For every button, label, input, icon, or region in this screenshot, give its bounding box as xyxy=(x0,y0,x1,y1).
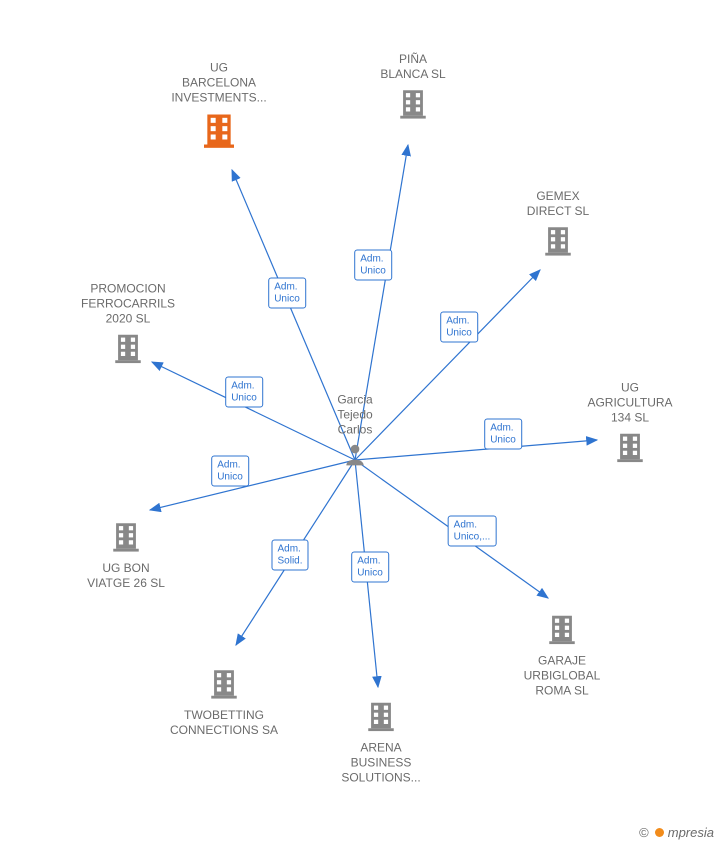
building-icon xyxy=(364,699,398,733)
edge-label: Adm. Solid. xyxy=(271,540,308,571)
company-node: GARAJE URBIGLOBAL ROMA SL xyxy=(502,612,622,699)
edge-label: Adm. Unico xyxy=(440,312,478,343)
edge-label: Adm. Unico xyxy=(354,250,392,281)
footer-credit: © mpresia xyxy=(639,825,714,840)
company-node-label: TWOBETTING CONNECTIONS SA xyxy=(170,708,278,738)
company-node: GEMEX DIRECT SL xyxy=(498,189,618,261)
building-icon xyxy=(111,331,145,365)
building-icon xyxy=(613,430,647,464)
edge-label: Adm. Unico,... xyxy=(448,516,497,547)
brand-name: mpresia xyxy=(668,825,714,840)
company-node: ARENA BUSINESS SOLUTIONS... xyxy=(321,699,441,786)
center-person-node: Garcia Tejedo Carlos xyxy=(310,393,400,472)
company-node: UG BARCELONA INVESTMENTS... xyxy=(159,61,279,154)
company-node-label: UG BON VIATGE 26 SL xyxy=(87,561,165,591)
building-icon xyxy=(545,612,579,646)
company-node: UG BON VIATGE 26 SL xyxy=(66,519,186,591)
building-icon xyxy=(199,110,239,150)
building-icon xyxy=(396,86,430,120)
edge-label: Adm. Unico xyxy=(268,278,306,309)
company-node-label: UG AGRICULTURA 134 SL xyxy=(587,381,672,426)
person-icon xyxy=(342,442,368,468)
company-node-label: UG BARCELONA INVESTMENTS... xyxy=(171,61,266,106)
edge-label: Adm. Unico xyxy=(351,552,389,583)
brand-dot-icon xyxy=(655,828,664,837)
copyright-symbol: © xyxy=(639,825,649,840)
company-node-label: ARENA BUSINESS SOLUTIONS... xyxy=(341,741,420,786)
company-node-label: PROMOCION FERROCARRILS 2020 SL xyxy=(81,282,175,327)
building-icon xyxy=(207,666,241,700)
company-node: PROMOCION FERROCARRILS 2020 SL xyxy=(68,282,188,369)
building-icon xyxy=(541,223,575,257)
company-node-label: GARAJE URBIGLOBAL ROMA SL xyxy=(524,654,601,699)
company-node: UG AGRICULTURA 134 SL xyxy=(570,381,690,468)
company-node-label: GEMEX DIRECT SL xyxy=(527,189,589,219)
edge-label: Adm. Unico xyxy=(484,419,522,450)
edge-label: Adm. Unico xyxy=(225,377,263,408)
center-node-label: Garcia Tejedo Carlos xyxy=(337,393,372,438)
network-diagram: Garcia Tejedo Carlos UG BARCELONA INVEST… xyxy=(0,0,728,850)
edge-label: Adm. Unico xyxy=(211,456,249,487)
company-node-label: PIÑA BLANCA SL xyxy=(380,52,445,82)
company-node: TWOBETTING CONNECTIONS SA xyxy=(164,666,284,738)
company-node: PIÑA BLANCA SL xyxy=(353,52,473,124)
building-icon xyxy=(109,519,143,553)
